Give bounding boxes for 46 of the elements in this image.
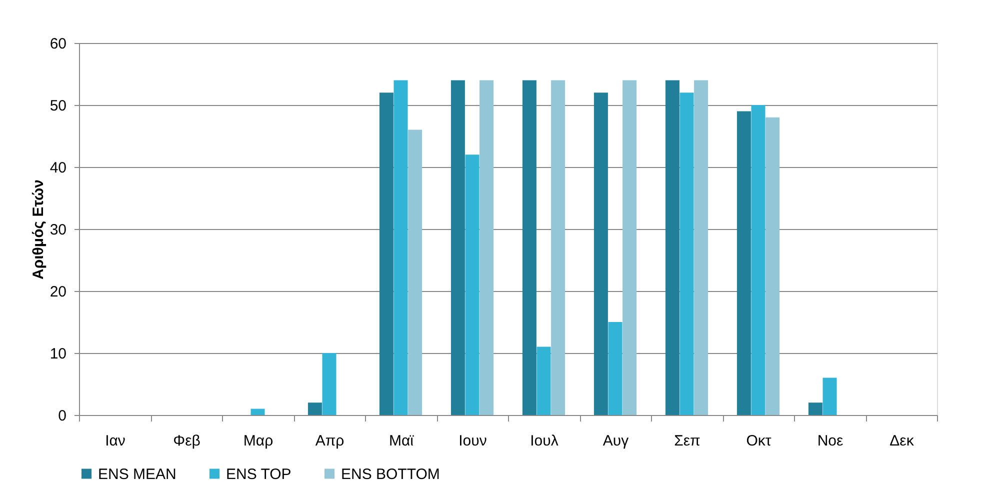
bar (450, 80, 465, 415)
bar (250, 408, 265, 415)
y-tick-label: 30 (50, 222, 66, 238)
bar (308, 402, 322, 415)
y-axis-title: Αριθμός Ετών (30, 180, 47, 280)
bar (551, 80, 566, 415)
bar (394, 80, 408, 415)
x-tick-label: Μαρ (243, 432, 274, 450)
x-tick-label: Νοε (817, 432, 844, 450)
x-tick-label: Αυγ (602, 432, 630, 450)
bar (408, 130, 422, 415)
bar (766, 117, 780, 415)
bar (379, 92, 394, 415)
bar (480, 80, 494, 415)
bar (465, 154, 480, 415)
legend-label: ENS BOTTOM (341, 466, 440, 483)
bar (680, 92, 694, 415)
y-tick-label: 20 (50, 284, 66, 300)
x-tick-label: Φεβ (173, 432, 201, 450)
x-tick-label: Ιαν (105, 432, 126, 450)
legend-label: ENS TOP (226, 466, 292, 483)
x-tick-label: Οκτ (746, 432, 772, 450)
x-tick-label: Απρ (315, 432, 344, 450)
y-tick-label: 40 (50, 160, 66, 176)
bar (751, 105, 766, 415)
x-tick-label: Ιουλ (530, 432, 559, 450)
bar (536, 346, 551, 415)
x-tick-label: Σεπ (674, 432, 700, 450)
bar (665, 80, 680, 415)
bar (808, 402, 822, 415)
x-tick-label: Δεκ (890, 432, 914, 450)
bar (694, 80, 708, 415)
bar (522, 80, 536, 415)
bar (594, 92, 608, 415)
y-tick-label: 60 (50, 36, 66, 52)
bar (608, 322, 622, 415)
bar (822, 378, 837, 415)
x-tick-label: Μαϊ (389, 432, 414, 450)
bar (322, 353, 336, 415)
y-tick-label: 50 (50, 98, 66, 114)
y-tick-label: 10 (50, 346, 66, 362)
x-tick-label: Ιουν (458, 432, 487, 450)
bar (622, 80, 637, 415)
y-tick-label: 0 (58, 408, 66, 424)
legend-label: ENS MEAN (98, 466, 176, 483)
bar (736, 111, 751, 415)
